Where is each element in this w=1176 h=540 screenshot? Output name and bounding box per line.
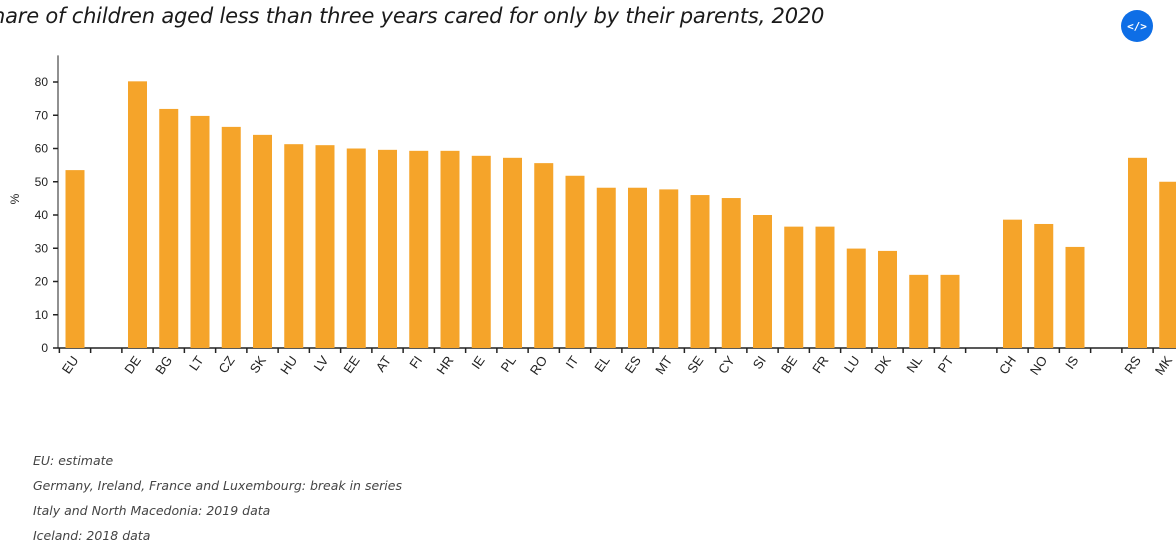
- x-tick-label-pt: PT: [935, 353, 957, 375]
- note-break-in-series: Germany, Ireland, France and Luxembourg:…: [33, 478, 402, 493]
- chart-notes: EU: estimate Germany, Ireland, France an…: [33, 450, 402, 540]
- x-tick-label-be: BE: [778, 353, 800, 376]
- bar-de: [128, 81, 147, 349]
- x-tick-label-dk: DK: [871, 353, 894, 377]
- bar-cy: [721, 198, 741, 348]
- x-tick-label-sk: SK: [247, 353, 269, 376]
- y-tick-label: 10: [35, 308, 49, 322]
- y-tick-label: 30: [35, 241, 49, 255]
- y-tick-label: 70: [35, 108, 49, 122]
- bar-el: [596, 187, 616, 348]
- x-tick-label-no: NO: [1027, 353, 1050, 378]
- x-tick-label-ie: IE: [468, 353, 488, 372]
- x-tick-label-ee: EE: [340, 353, 362, 376]
- x-tick-label-lt: LT: [186, 353, 206, 373]
- bar-at: [378, 149, 397, 348]
- y-tick-label: 20: [35, 275, 49, 289]
- x-tick-label-rs: RS: [1121, 353, 1144, 377]
- x-tick-label-hu: HU: [277, 353, 300, 377]
- x-tick-label-mk: MK: [1152, 353, 1176, 378]
- note-2018-data: Iceland: 2018 data: [33, 528, 151, 540]
- x-tick-label-at: AT: [373, 353, 394, 374]
- note-eu-estimate: EU: estimate: [33, 453, 114, 468]
- bar-pl: [503, 157, 522, 348]
- bar-mk: [1159, 181, 1176, 348]
- x-tick-label-el: EL: [591, 353, 612, 375]
- x-tick-label-ro: RO: [527, 353, 550, 378]
- bar-no: [1034, 223, 1054, 348]
- y-tick-label: 40: [35, 208, 49, 222]
- bar-eu: [65, 170, 85, 348]
- y-tick-label: 50: [35, 175, 49, 189]
- y-tick-label: 0: [41, 341, 48, 355]
- x-tick-label-lu: LU: [841, 353, 863, 375]
- bar-sk: [253, 134, 272, 348]
- bar-ee: [346, 148, 366, 348]
- bar-es: [628, 187, 647, 348]
- bar-ie: [471, 155, 491, 348]
- bar-rs: [1128, 157, 1147, 348]
- bar-hu: [284, 144, 304, 348]
- bar-se: [690, 195, 710, 348]
- y-tick-label: 60: [35, 142, 49, 156]
- x-tick-label-si: SI: [750, 353, 769, 372]
- x-tick-label-fr: FR: [809, 353, 831, 376]
- bar-si: [753, 215, 772, 348]
- bar-pt: [940, 274, 960, 348]
- bar-fr: [815, 226, 835, 348]
- bar-chart: 0 10 20 30 40 50 60 70 80% EU DE BG LT CZ SK HU LV EE AT FI…: [8, 55, 1176, 378]
- y-tick-label: 80: [35, 75, 49, 89]
- bar-be: [784, 226, 804, 348]
- x-tick-label-de: DE: [121, 353, 144, 377]
- x-tick-label-hr: HR: [433, 353, 456, 377]
- x-tick-label-eu: EU: [59, 353, 82, 376]
- bar-is: [1065, 246, 1085, 348]
- x-tick-label-cy: CY: [715, 353, 738, 377]
- chart-title: hare of children aged less than three ye…: [0, 4, 825, 28]
- x-tick-label-is: IS: [1062, 353, 1082, 372]
- x-tick-label-ch: CH: [996, 353, 1019, 377]
- bar-bg: [159, 108, 179, 349]
- x-tick-label-bg: BG: [152, 353, 175, 377]
- bar-it: [565, 175, 585, 348]
- x-tick-label-es: ES: [622, 353, 644, 376]
- x-tick-label-cz: CZ: [215, 353, 237, 376]
- note-2019-data: Italy and North Macedonia: 2019 data: [33, 503, 271, 518]
- code-embed-icon[interactable]: </>: [1121, 10, 1153, 42]
- x-tick-label-fi: FI: [406, 353, 425, 371]
- x-tick-label-lv: LV: [311, 353, 332, 374]
- x-tick-label-nl: NL: [903, 353, 925, 375]
- bar-fi: [409, 150, 429, 348]
- bar-mt: [659, 189, 679, 348]
- bar-cz: [221, 126, 241, 348]
- y-axis-label: %: [8, 193, 22, 204]
- x-tick-label-pl: PL: [498, 353, 519, 375]
- bar-ch: [1003, 219, 1022, 348]
- bar-ro: [534, 163, 554, 348]
- x-tick-label-se: SE: [684, 353, 706, 376]
- bar-lu: [846, 248, 866, 348]
- x-tick-label-mt: MT: [652, 353, 675, 377]
- bar-lt: [190, 115, 210, 348]
- bar-lv: [315, 145, 335, 348]
- x-tick-label-it: IT: [563, 353, 582, 371]
- bar-dk: [878, 250, 897, 348]
- bar-nl: [909, 274, 929, 348]
- bar-hr: [440, 150, 460, 348]
